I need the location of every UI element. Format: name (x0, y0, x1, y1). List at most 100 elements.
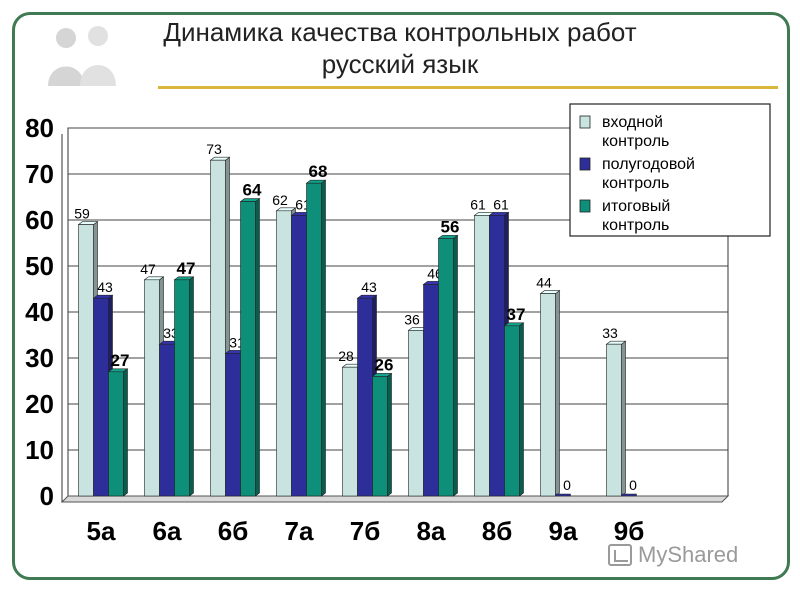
data-label: 61 (493, 196, 509, 212)
watermark: MyShared (608, 540, 738, 570)
bar-side (189, 276, 194, 497)
y-tick-label: 10 (25, 435, 54, 465)
bar-front (555, 493, 571, 497)
bar (371, 372, 393, 497)
bar-side (123, 368, 128, 497)
x-tick-label: 7а (285, 516, 314, 546)
bar-front (540, 293, 556, 497)
bar-front (144, 279, 160, 497)
bar (107, 368, 129, 497)
x-tick-label: 6а (153, 516, 182, 546)
bar-front (210, 159, 226, 497)
bar-side (555, 290, 560, 497)
x-tick-label: 9а (549, 516, 578, 546)
y-tick-label: 70 (25, 159, 54, 189)
bar-front (408, 330, 424, 497)
data-label: 33 (602, 325, 618, 341)
bar (539, 290, 561, 497)
data-label: 61 (470, 196, 486, 212)
data-label: 0 (563, 477, 571, 493)
data-label: 43 (361, 279, 377, 295)
bar (305, 179, 327, 497)
bar-front (78, 224, 94, 497)
data-label: 44 (536, 275, 552, 291)
y-tick-label: 40 (25, 297, 54, 327)
legend-entry: итоговый контроль (602, 198, 670, 234)
y-tick-label: 0 (40, 481, 54, 511)
bar-front (489, 215, 505, 497)
data-label: 59 (74, 206, 90, 222)
bar-side (621, 340, 626, 497)
bar-front (423, 284, 439, 497)
bar (555, 493, 571, 497)
bar-front (504, 325, 520, 497)
data-label: 47 (177, 259, 196, 278)
bar (173, 276, 195, 497)
data-label: 26 (375, 355, 394, 374)
data-label: 56 (441, 217, 460, 236)
bar-front (93, 297, 109, 497)
x-tick-label: 5а (87, 516, 116, 546)
data-label: 36 (404, 311, 420, 327)
data-label: 64 (243, 181, 262, 200)
bar-front (606, 343, 622, 497)
data-label: 73 (206, 141, 222, 157)
bar-side (255, 198, 260, 497)
bar-front (474, 215, 490, 497)
bar-front (372, 376, 388, 497)
chart-title: Динамика качества контрольных работ (163, 17, 637, 47)
bar-front (357, 297, 373, 497)
bar-front (174, 279, 190, 497)
chart-board-icon (608, 544, 632, 566)
x-tick-label: 8б (482, 516, 513, 546)
data-label: 62 (272, 192, 288, 208)
bar-front (108, 371, 124, 497)
y-tick-label: 80 (25, 113, 54, 143)
bar (503, 322, 525, 497)
data-label: 68 (309, 162, 328, 181)
bar-front (291, 215, 307, 497)
x-tick-label: 6б (218, 516, 249, 546)
title-underline (158, 86, 778, 89)
bar-side (387, 372, 392, 497)
legend-swatch (579, 199, 591, 213)
y-tick-label: 30 (25, 343, 54, 373)
x-tick-label: 8а (417, 516, 446, 546)
chart-title-block: Динамика качества контрольных работ русс… (0, 16, 800, 80)
bar-front (621, 493, 637, 497)
data-label: 0 (629, 477, 637, 493)
bar (239, 198, 261, 497)
bar-side (321, 179, 326, 497)
y-tick-label: 20 (25, 389, 54, 419)
data-label: 47 (140, 261, 156, 277)
watermark-text: MyShared (638, 542, 739, 567)
data-label: 37 (507, 305, 526, 324)
bar-front (159, 343, 175, 497)
legend-entry: входной контроль (602, 114, 669, 150)
bar-front (438, 238, 454, 497)
data-label: 27 (111, 351, 130, 370)
bar (437, 234, 459, 497)
bar-side (519, 322, 524, 497)
legend-swatch (579, 115, 591, 129)
bar-front (225, 353, 241, 497)
plot-floor (60, 495, 730, 503)
bar-side (453, 234, 458, 497)
data-label: 43 (97, 279, 113, 295)
legend-entry: полугодовой контроль (602, 156, 695, 192)
chart-subtitle: русский язык (321, 49, 479, 79)
x-tick-label: 7б (350, 516, 381, 546)
data-label: 28 (338, 348, 354, 364)
bar-front (306, 182, 322, 497)
bar-front (276, 210, 292, 497)
y-tick-label: 60 (25, 205, 54, 235)
bar-front (342, 366, 358, 497)
bar-front (240, 201, 256, 497)
y-tick-label: 50 (25, 251, 54, 281)
legend (569, 103, 771, 237)
people-silhouette-icon (48, 26, 116, 86)
bar (605, 340, 627, 497)
legend-swatch (579, 157, 591, 171)
bar (621, 493, 637, 497)
